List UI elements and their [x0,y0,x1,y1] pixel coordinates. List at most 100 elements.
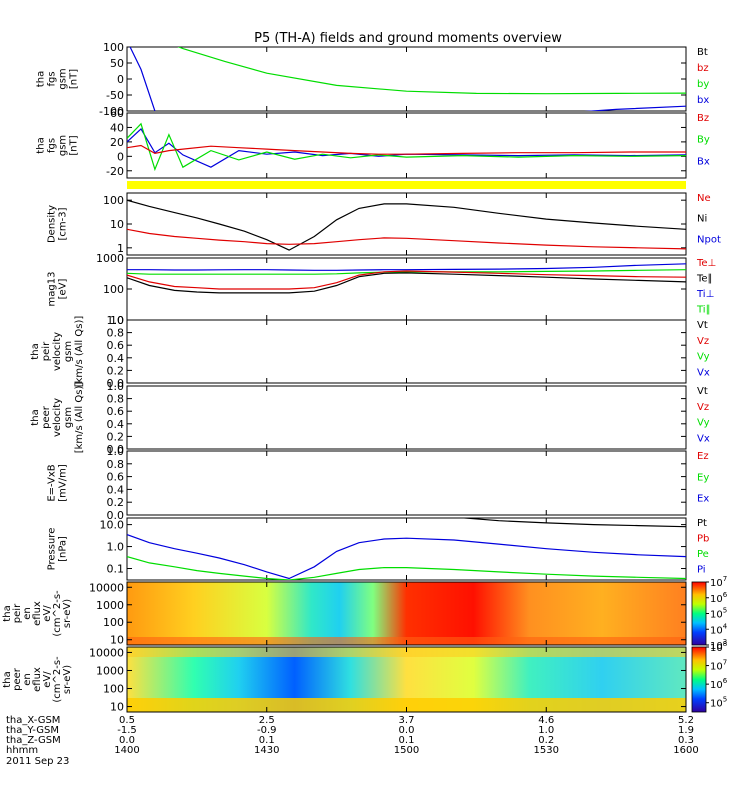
colorbar-exponent: 8 [723,640,727,648]
y-axis-label-line: tha [36,71,47,87]
y-tick-label: 0.6 [107,339,125,352]
y-axis-label-line: tha [30,343,41,359]
ephemeris-label: tha_X-GSM [6,715,60,726]
ephemeris-value: 0.0 [119,735,135,746]
y-tick-label: 1.0 [107,380,125,393]
series-Ni [127,199,686,251]
legend-label: By [697,135,710,146]
y-axis-label-line: tha [36,137,47,153]
y-tick-label: 1000 [96,252,124,265]
legend-label: Ti⊥ [696,289,714,300]
y-axis-label: tha peer velocity gsm [km/s (All Qs)] [30,382,85,454]
y-tick-label: 0.4 [107,352,125,365]
colorbar-tick-label: 108 [710,640,727,654]
time-tick-label: 1600 [673,745,698,756]
y-tick-label: 0.2 [107,430,125,443]
series-bx [129,47,686,111]
colorbar-exponent: 5 [723,696,727,704]
y-tick-label: 40 [110,121,124,134]
y-axis-label-line: tha [2,605,13,621]
panel-fgs: 100 50 0 -50 -100 tha fgs gsm [nT] Bt bz by bx [36,41,710,118]
y-tick-label: 10 [110,218,124,231]
legend-label: Vx [697,433,710,444]
plot-title: P5 (TH-A) fields and ground moments over… [254,31,562,46]
y-tick-label: 100 [103,41,124,54]
y-tick-label: 10 [110,634,124,647]
y-axis-label-line: [nPa] [58,536,69,562]
y-axis-label-line: [cm-3] [58,207,69,240]
series-Pt [457,518,686,528]
y-tick-label: -50 [106,89,124,102]
colorbar-tick-label: 107 [710,575,727,589]
series-Pe [127,556,686,580]
y-tick-label: 1000 [96,664,124,677]
y-tick-label: -100 [99,105,124,118]
y-axis-label-line: [km/s (All Qs)] [74,316,85,388]
y-axis-label-line: tha [2,671,13,687]
legend-label: Pb [697,534,709,545]
legend-label: bx [697,95,709,106]
panel-frame [126,385,687,450]
y-tick-label: -20 [106,165,124,178]
y-axis-label-line: en [22,607,33,620]
y-tick-label: 1.0 [107,541,125,554]
ephemeris-value: 2.5 [259,715,275,726]
ephemeris-value: 0.1 [399,735,415,746]
ephemeris-value: 0.1 [259,735,275,746]
series-By [127,122,686,172]
panel-temp: 1000 100 10 mag13 [eV] Te⊥ Te∥ Ti⊥ Ti∥ [47,252,717,327]
ephemeris-value: 0.5 [119,715,135,726]
colorbar-exponent: 7 [723,659,727,667]
legend-label: Vt [697,386,708,397]
y-axis-label: tha peer en eflux eV/(cm^2-s-sr-eV) [2,656,73,703]
y-tick-label: 0.0 [107,443,125,456]
ephemeris-label: tha_Y-GSM [6,725,59,736]
y-axis-label: tha fgs gsm [nT] [36,135,80,156]
y-tick-label: 10.0 [100,519,125,532]
legend-label: Ne [697,193,711,204]
time-tick-label: 1500 [394,745,419,756]
series-Bz [127,144,686,155]
legend-label: Bt [697,47,708,58]
ephemeris-value: 0.3 [678,735,694,746]
series-Bx [127,127,686,168]
y-tick-label: 1.0 [107,314,125,327]
colorbar-tick-label: 107 [710,659,727,673]
colorbar-exponent: 4 [723,622,728,630]
y-tick-label: 10000 [89,581,124,594]
y-axis-label-line: [nT] [69,69,80,89]
colorbar-exponent: 7 [723,575,727,583]
colorbar-tick-label: 105 [710,607,727,621]
y-tick-label: 50 [110,57,124,70]
y-tick-label: 0.8 [107,393,125,406]
y-axis-label-line: peer [41,405,52,429]
ephemeris-value: 4.6 [538,715,554,726]
y-axis-label-line: velocity [52,332,63,371]
legend-label: Bx [697,156,710,167]
legend-label: Ey [697,472,709,483]
y-axis-label-line: E=-VxB [47,464,58,501]
colorbar-tick-label: 106 [710,591,728,605]
y-axis-label-line: gsm [58,135,69,156]
y-axis-label-line: tha [30,409,41,425]
y-tick-label: 100 [103,616,124,629]
legend-label: Ni [697,214,707,225]
y-tick-label: 100 [103,283,124,296]
legend-label: Vt [697,320,708,331]
y-axis-label: tha fgs gsm [nT] [36,68,80,89]
colorbar-exponent: 5 [723,607,727,615]
y-axis-label-line: eflux [32,667,43,692]
y-axis-label-line: sr-eV) [62,665,73,694]
ephemeris-value: 0.0 [399,725,415,736]
y-axis-label-line: (cm^2-s- [52,590,63,637]
legend-label: Pt [697,518,707,529]
series-by [177,47,686,95]
y-axis-label-line: eV/ [42,605,53,622]
y-tick-label: 0.6 [107,471,125,484]
ephemeris-value: 1.0 [538,725,554,736]
y-axis-label-line: velocity [52,398,63,437]
